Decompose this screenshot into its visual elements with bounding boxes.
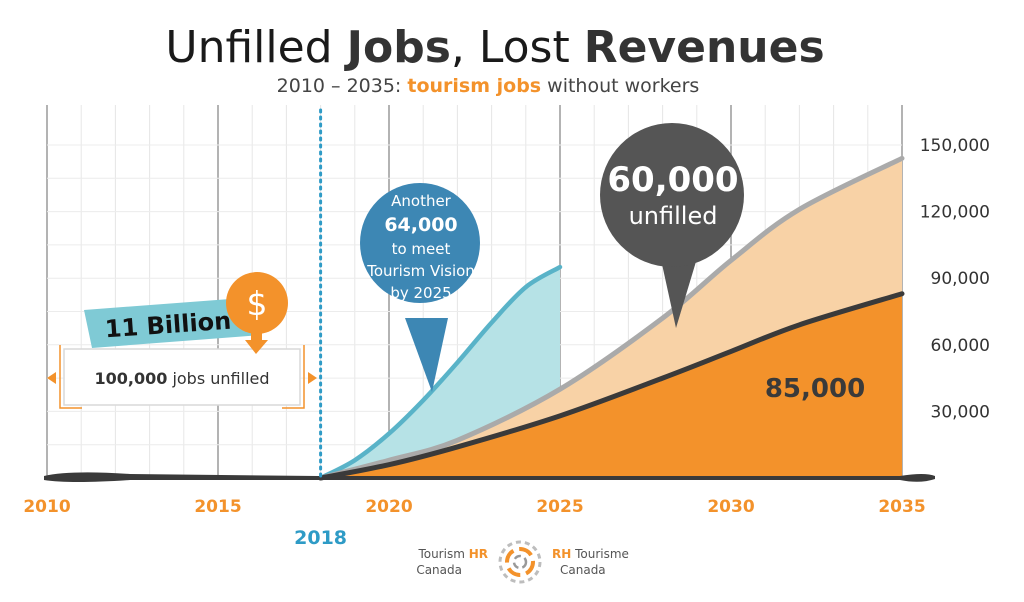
y-tick-label: 30,000 [931, 402, 990, 422]
blue-callout-line-5: by 2025 [390, 284, 451, 302]
blue-callout-bubble: Another 64,000 to meet Tourism Vision by… [360, 183, 480, 392]
x-tick-label: 2020 [365, 497, 412, 517]
logo-text-left-line1: Tourism HR [417, 547, 488, 561]
logo-text-right-line1: RH Tourisme [552, 547, 629, 561]
jobs-unfilled-text: 100,000 jobs unfilled [94, 369, 269, 388]
area-dark [320, 293, 903, 478]
area-value-label: 85,000 [765, 374, 865, 404]
gray-callout-value: 60,000 [607, 160, 738, 200]
y-tick-label: 90,000 [931, 269, 990, 289]
line-gray [318, 155, 905, 481]
blue-callout-pointer [405, 318, 448, 392]
y-axis-ticks: 30,000 60,000 90,000 120,000 150,000 [920, 136, 990, 422]
page-title: Unfilled Jobs, Lost Revenues [165, 22, 824, 73]
x-tick-label: 2025 [536, 497, 583, 517]
y-tick-label: 120,000 [920, 203, 990, 223]
gray-callout-label: unfilled [629, 202, 718, 230]
x-tick-label: 2010 [23, 497, 70, 517]
x-axis-baseline [44, 472, 935, 482]
blue-callout-line-3: to meet [392, 240, 451, 258]
line-dark [318, 291, 905, 481]
blue-callout-line-4: Tourism Vision [366, 262, 475, 280]
dollar-icon-glyph: $ [247, 284, 268, 323]
ring-logo-icon [498, 540, 542, 584]
x-tick-label: 2030 [707, 497, 754, 517]
blue-callout-line-1: Another [391, 192, 452, 210]
jobs-unfilled-box: 100,000 jobs unfilled [47, 345, 317, 409]
x-tick-label: 2035 [878, 497, 925, 517]
y-tick-label: 150,000 [920, 136, 990, 156]
blue-callout-circle [360, 183, 480, 303]
logo-text-left-line2: Canada [416, 563, 462, 577]
x-tick-label: 2015 [194, 497, 241, 517]
dollar-icon [226, 272, 288, 334]
chart-areas [320, 158, 903, 478]
revenue-banner-ribbon [84, 297, 261, 348]
x-axis-ticks: 2010 2015 2020 2025 2030 2035 [23, 497, 925, 517]
logo-text-right-line2: Canada [560, 563, 606, 577]
revenue-banner: 11 Billion $ [84, 272, 288, 354]
page-subtitle: 2010 – 2035: tourism jobs without worker… [277, 75, 700, 97]
line-blue [318, 264, 563, 481]
gray-callout-circle [600, 123, 744, 267]
logo: Tourism HR Canada RH Tourisme Canada [416, 540, 629, 584]
blue-callout-line-2: 64,000 [384, 214, 457, 236]
marker-2018-label: 2018 [294, 527, 347, 549]
gray-callout-bubble: 60,000 unfilled [600, 123, 744, 328]
y-tick-label: 60,000 [931, 336, 990, 356]
gray-callout-pointer [660, 255, 698, 328]
chart-lines [318, 155, 905, 481]
